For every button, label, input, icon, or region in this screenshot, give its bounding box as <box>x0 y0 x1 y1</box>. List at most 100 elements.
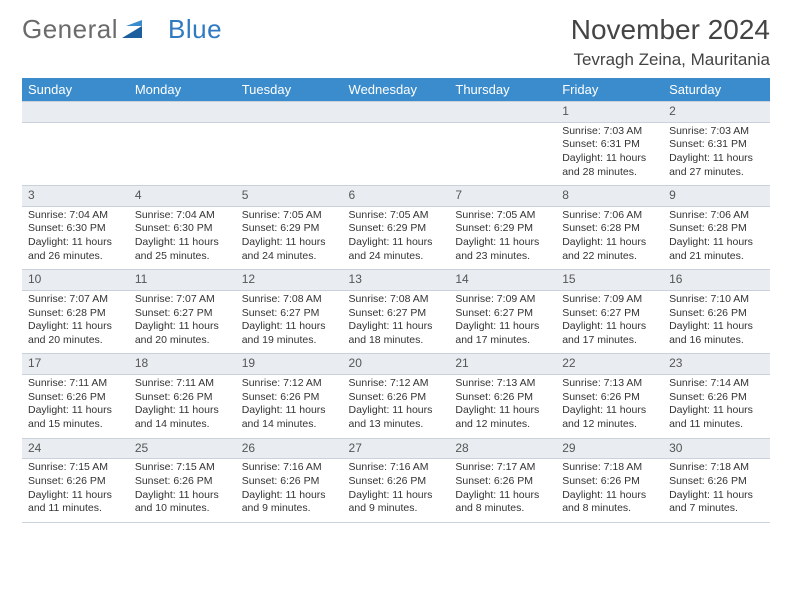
daylight-line: Daylight: 11 hours and 22 minutes. <box>562 236 657 263</box>
day-body: Sunrise: 7:13 AMSunset: 6:26 PMDaylight:… <box>556 375 663 438</box>
day-number: 4 <box>129 186 236 206</box>
day-cell: Sunrise: 7:11 AMSunset: 6:26 PMDaylight:… <box>22 375 129 439</box>
brand-logo: General Blue <box>22 14 222 45</box>
daylight-line: Daylight: 11 hours and 19 minutes. <box>242 320 337 347</box>
daylight-line: Daylight: 11 hours and 11 minutes. <box>669 404 764 431</box>
sunrise-line: Sunrise: 7:18 AM <box>669 461 764 475</box>
page-subtitle: Tevragh Zeina, Mauritania <box>571 50 770 70</box>
day-body: Sunrise: 7:09 AMSunset: 6:27 PMDaylight:… <box>449 291 556 354</box>
day-number: 7 <box>449 186 556 206</box>
day-number: 6 <box>343 186 450 206</box>
day-number-cell <box>22 102 129 123</box>
day-number: 20 <box>343 354 450 374</box>
day-number-cell <box>343 102 450 123</box>
sunset-line: Sunset: 6:26 PM <box>135 391 230 405</box>
day-number: 19 <box>236 354 343 374</box>
day-number-row: 10111213141516 <box>22 270 770 291</box>
sunset-line: Sunset: 6:26 PM <box>28 391 123 405</box>
day-cell <box>449 122 556 186</box>
day-number: 28 <box>449 439 556 459</box>
sunrise-line: Sunrise: 7:03 AM <box>669 125 764 139</box>
sunset-line: Sunset: 6:29 PM <box>242 222 337 236</box>
day-number: 8 <box>556 186 663 206</box>
day-cell: Sunrise: 7:16 AMSunset: 6:26 PMDaylight:… <box>236 459 343 523</box>
sunrise-line: Sunrise: 7:11 AM <box>135 377 230 391</box>
day-number: 26 <box>236 439 343 459</box>
sunset-line: Sunset: 6:31 PM <box>562 138 657 152</box>
day-body: Sunrise: 7:05 AMSunset: 6:29 PMDaylight:… <box>449 207 556 270</box>
day-number-cell: 4 <box>129 186 236 207</box>
sunset-line: Sunset: 6:27 PM <box>562 307 657 321</box>
day-cell: Sunrise: 7:03 AMSunset: 6:31 PMDaylight:… <box>663 122 770 186</box>
day-number: 14 <box>449 270 556 290</box>
day-content-row: Sunrise: 7:15 AMSunset: 6:26 PMDaylight:… <box>22 459 770 523</box>
weekday-header: Thursday <box>449 78 556 102</box>
day-number: 13 <box>343 270 450 290</box>
sunset-line: Sunset: 6:26 PM <box>242 391 337 405</box>
daylight-line: Daylight: 11 hours and 9 minutes. <box>349 489 444 516</box>
day-body <box>236 123 343 179</box>
day-number-cell: 12 <box>236 270 343 291</box>
sunrise-line: Sunrise: 7:09 AM <box>562 293 657 307</box>
weekday-header-row: Sunday Monday Tuesday Wednesday Thursday… <box>22 78 770 102</box>
daylight-line: Daylight: 11 hours and 24 minutes. <box>349 236 444 263</box>
sunrise-line: Sunrise: 7:13 AM <box>562 377 657 391</box>
day-number-cell: 5 <box>236 186 343 207</box>
day-cell: Sunrise: 7:15 AMSunset: 6:26 PMDaylight:… <box>22 459 129 523</box>
brand-word-1: General <box>22 14 118 45</box>
day-number: 10 <box>22 270 129 290</box>
day-number-cell: 13 <box>343 270 450 291</box>
day-body: Sunrise: 7:10 AMSunset: 6:26 PMDaylight:… <box>663 291 770 354</box>
day-number-cell: 23 <box>663 354 770 375</box>
sunset-line: Sunset: 6:27 PM <box>455 307 550 321</box>
day-number-cell: 11 <box>129 270 236 291</box>
day-body: Sunrise: 7:07 AMSunset: 6:27 PMDaylight:… <box>129 291 236 354</box>
day-number: 1 <box>556 102 663 122</box>
day-cell: Sunrise: 7:12 AMSunset: 6:26 PMDaylight:… <box>343 375 450 439</box>
weekday-header: Friday <box>556 78 663 102</box>
day-cell: Sunrise: 7:03 AMSunset: 6:31 PMDaylight:… <box>556 122 663 186</box>
day-body: Sunrise: 7:08 AMSunset: 6:27 PMDaylight:… <box>343 291 450 354</box>
sunrise-line: Sunrise: 7:07 AM <box>28 293 123 307</box>
sunrise-line: Sunrise: 7:12 AM <box>242 377 337 391</box>
day-number: 17 <box>22 354 129 374</box>
sunset-line: Sunset: 6:28 PM <box>669 222 764 236</box>
weekday-header: Wednesday <box>343 78 450 102</box>
sunrise-line: Sunrise: 7:03 AM <box>562 125 657 139</box>
sunrise-line: Sunrise: 7:16 AM <box>242 461 337 475</box>
sunset-line: Sunset: 6:27 PM <box>349 307 444 321</box>
sunrise-line: Sunrise: 7:07 AM <box>135 293 230 307</box>
day-number-cell: 29 <box>556 438 663 459</box>
sunrise-line: Sunrise: 7:04 AM <box>135 209 230 223</box>
day-body: Sunrise: 7:15 AMSunset: 6:26 PMDaylight:… <box>22 459 129 522</box>
sunrise-line: Sunrise: 7:15 AM <box>28 461 123 475</box>
day-number-row: 24252627282930 <box>22 438 770 459</box>
sunset-line: Sunset: 6:28 PM <box>562 222 657 236</box>
sunset-line: Sunset: 6:26 PM <box>349 475 444 489</box>
day-cell: Sunrise: 7:15 AMSunset: 6:26 PMDaylight:… <box>129 459 236 523</box>
day-number: 16 <box>663 270 770 290</box>
day-number-cell: 25 <box>129 438 236 459</box>
day-cell: Sunrise: 7:09 AMSunset: 6:27 PMDaylight:… <box>449 290 556 354</box>
day-number-cell: 16 <box>663 270 770 291</box>
day-body: Sunrise: 7:04 AMSunset: 6:30 PMDaylight:… <box>22 207 129 270</box>
day-number-cell: 21 <box>449 354 556 375</box>
day-cell: Sunrise: 7:04 AMSunset: 6:30 PMDaylight:… <box>22 206 129 270</box>
day-cell: Sunrise: 7:05 AMSunset: 6:29 PMDaylight:… <box>449 206 556 270</box>
day-cell: Sunrise: 7:10 AMSunset: 6:26 PMDaylight:… <box>663 290 770 354</box>
sunset-line: Sunset: 6:31 PM <box>669 138 764 152</box>
sunrise-line: Sunrise: 7:13 AM <box>455 377 550 391</box>
sunset-line: Sunset: 6:26 PM <box>135 475 230 489</box>
day-number-cell <box>449 102 556 123</box>
day-cell: Sunrise: 7:05 AMSunset: 6:29 PMDaylight:… <box>236 206 343 270</box>
day-body: Sunrise: 7:11 AMSunset: 6:26 PMDaylight:… <box>129 375 236 438</box>
day-cell: Sunrise: 7:08 AMSunset: 6:27 PMDaylight:… <box>343 290 450 354</box>
day-body <box>22 123 129 179</box>
day-number-cell: 28 <box>449 438 556 459</box>
day-number-row: 12 <box>22 102 770 123</box>
calendar-page: General Blue November 2024 Tevragh Zeina… <box>0 0 792 612</box>
day-body: Sunrise: 7:04 AMSunset: 6:30 PMDaylight:… <box>129 207 236 270</box>
day-body <box>449 123 556 179</box>
day-number-cell: 19 <box>236 354 343 375</box>
day-number-cell: 1 <box>556 102 663 123</box>
